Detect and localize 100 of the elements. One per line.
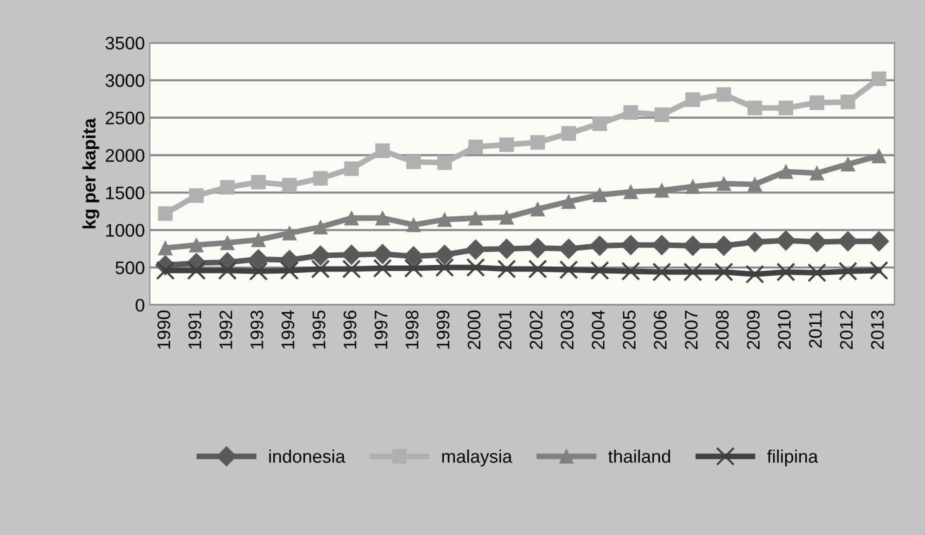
point [776,262,796,282]
point [810,95,824,110]
x-tick-label: 2010 [778,310,791,350]
y-tick-label: 3500 [106,36,144,50]
point [840,156,856,172]
point [872,148,886,164]
x-tick-label: 1997 [374,310,388,349]
point [249,262,268,281]
x-tick-label: 2006 [654,310,667,350]
point [838,262,858,281]
point [559,260,578,280]
point [375,143,390,158]
legend-label: indonesia [269,450,346,463]
point [342,260,361,278]
point [870,261,888,280]
point [158,240,173,256]
point [686,179,700,194]
point [714,262,734,282]
point [561,194,576,209]
point [590,261,610,280]
point [654,107,670,122]
point [499,137,514,152]
point [623,184,638,200]
point [558,238,579,259]
point [437,212,452,227]
point [189,238,204,252]
x-tick-label: 1992 [219,310,232,349]
point [373,258,392,278]
point [251,174,266,190]
point [623,105,638,120]
point [437,155,452,170]
point [344,161,359,176]
point [590,236,610,256]
legend-label: filipina [767,450,818,466]
legend-label: malaysia [442,450,512,466]
x-tick-label: 2012 [840,310,853,350]
x-tick-label: 2008 [716,310,729,350]
point [745,264,764,284]
point [497,260,516,278]
point [808,263,826,282]
point [686,92,700,108]
x-tick-label: 2013 [871,310,884,350]
y-tick-label: 1500 [106,186,144,200]
x-tick-label: 1991 [188,310,202,349]
point [561,126,576,141]
y-tick-label: 1000 [106,224,144,237]
point [810,166,824,180]
point [466,258,485,277]
y-tick-label: 3000 [106,74,144,87]
x-tick-label: 2002 [530,310,543,350]
point [313,220,328,234]
point [218,261,237,280]
point [468,140,483,154]
point [840,94,856,110]
point [716,87,732,102]
point [530,135,545,150]
y-tick-label: 500 [116,261,144,274]
point [187,261,206,280]
point [716,176,732,191]
point [156,261,175,280]
x-tick-label: 1999 [436,310,450,349]
point [778,164,794,179]
point [220,180,235,195]
y-tick-label: 2000 [106,149,144,162]
point [748,100,762,116]
y-tick-label: 0 [136,298,144,312]
point [220,235,235,250]
point [158,206,173,221]
point [683,262,702,282]
point [435,258,454,277]
x-tick-label: 1996 [344,310,356,349]
point [251,232,266,248]
point [282,226,297,240]
point [468,210,483,226]
x-tick-label: 2001 [498,310,512,350]
x-tick-label: 2009 [746,310,760,350]
point [778,100,794,116]
x-tick-label: 1993 [250,310,264,349]
point [406,218,421,232]
point [189,188,204,203]
point [406,154,421,170]
x-tick-label: 1995 [312,310,326,349]
y-tick-label: 2500 [106,112,144,124]
point [282,178,297,192]
x-tick-label: 2011 [808,310,822,348]
point [404,258,423,278]
x-tick-label: 1998 [406,310,418,349]
point [280,261,299,280]
point [872,71,886,86]
x-tick-label: 1994 [282,310,294,349]
point [375,210,390,226]
point [592,116,608,131]
y-axis-title: kg per kapita [82,118,100,228]
point [530,202,545,216]
point [654,183,670,198]
x-tick-label: 2003 [560,310,574,350]
point [311,260,330,278]
point [592,188,608,202]
point [313,171,328,186]
x-tick-label: 1990 [157,310,170,349]
